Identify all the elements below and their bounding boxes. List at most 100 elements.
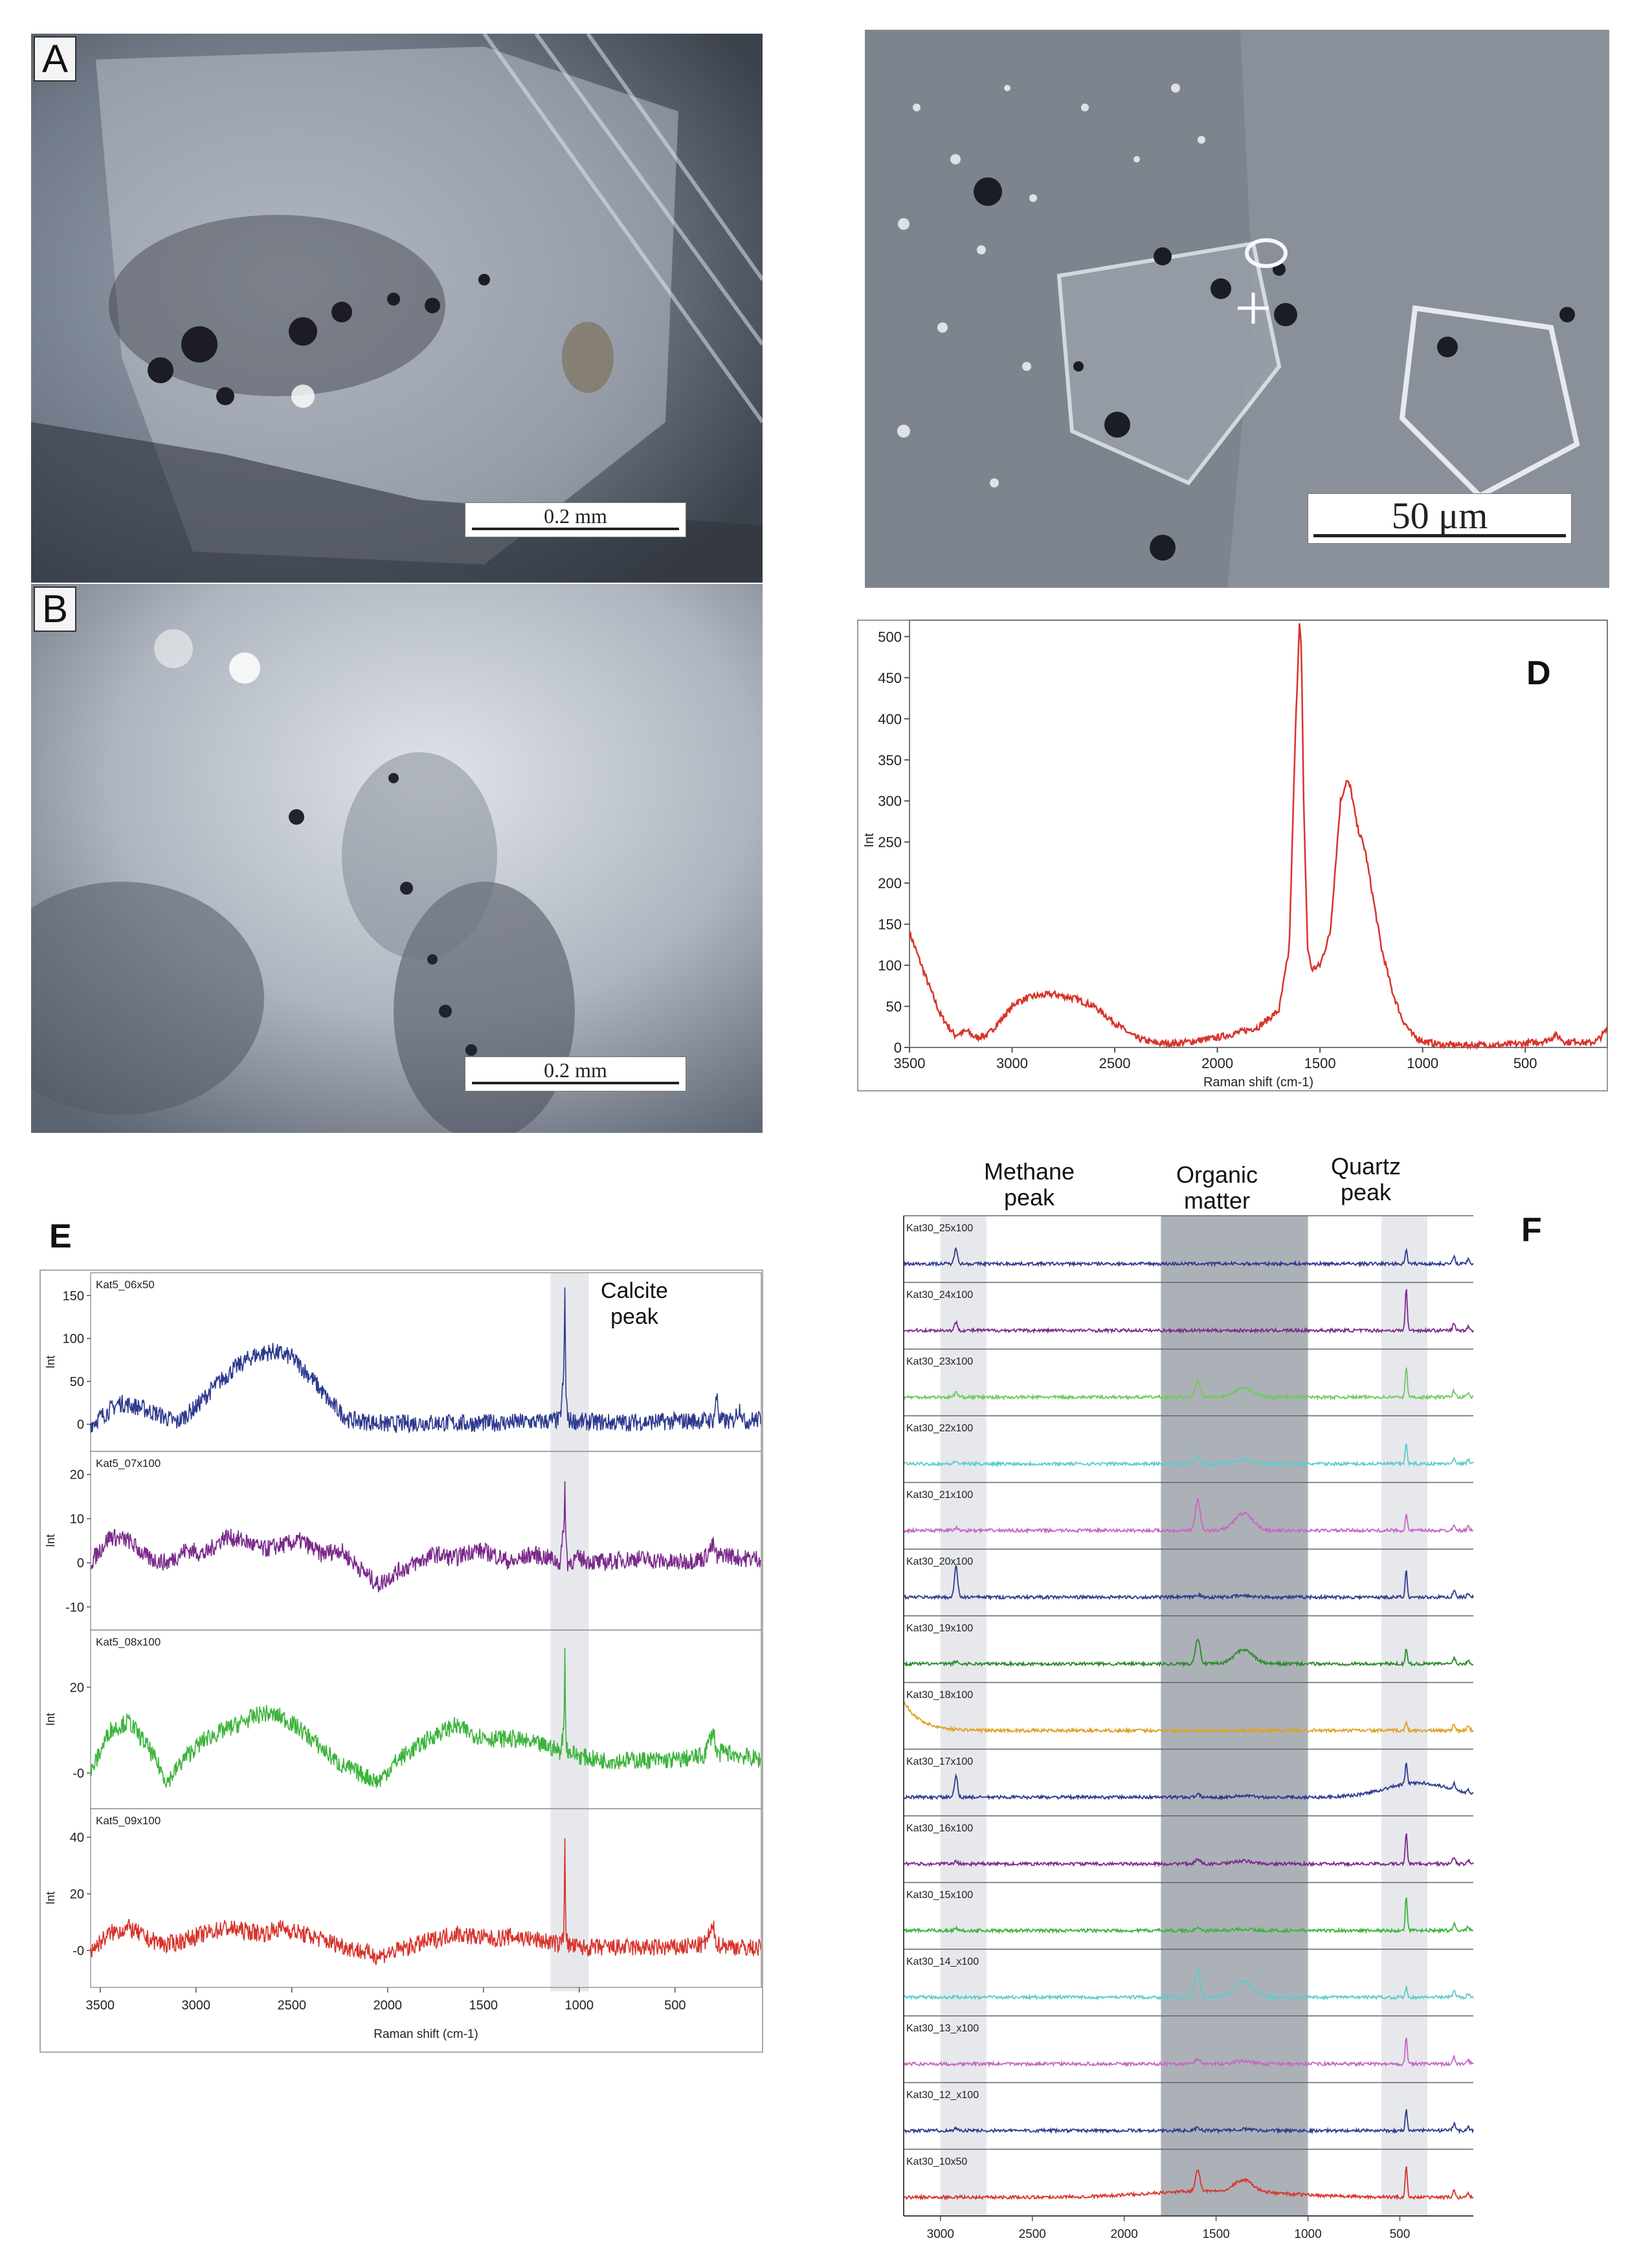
chart-d-svg: 0 50 100 150 200 250 300 350 400 450 500 3500 3000 25…	[857, 620, 1609, 1091]
annotation-methane-peak: Methane peak	[983, 1158, 1075, 1211]
chart-f-trace-line	[903, 1762, 1474, 1801]
panel-label-d: D	[1526, 654, 1551, 692]
chart-e-series-line	[90, 1481, 762, 1593]
chart-d-ytick-label: 500	[878, 629, 902, 645]
scale-label-a: 0.2 mm	[544, 504, 607, 528]
chart-d-ytick-label: 250	[878, 834, 902, 851]
chart-e-ytick-label: 20	[70, 1468, 84, 1482]
chart-f-highlight-band	[940, 1216, 987, 2216]
chart-f-trace-line	[903, 1833, 1474, 1868]
chart-e-ytick-label: 50	[70, 1375, 84, 1389]
scale-line-a	[472, 528, 679, 530]
photo-panel-a	[31, 34, 763, 583]
chart-f-trace-name: Kat30_12_x100	[906, 2090, 979, 2101]
chart-d-ytick-label: 450	[878, 670, 902, 686]
chart-f-trace-line	[903, 1247, 1474, 1268]
chart-e-ytick-label: 100	[63, 1332, 84, 1347]
chart-e-subplot-name: Kat5_09x100	[96, 1815, 161, 1827]
chart-e-subplot-name: Kat5_08x100	[96, 1636, 161, 1648]
chart-f-trace-line	[903, 1638, 1474, 1668]
chart-f-trace-line	[903, 1897, 1474, 1934]
scale-bar-c: 50 μm	[1308, 493, 1572, 544]
chart-f-trace-line	[903, 1563, 1474, 1601]
chart-f-highlight-band	[1161, 1216, 1308, 2216]
chart-f: Kat30_25x100 Kat30_24x100 Kat30_23x100 Kat3…	[867, 1204, 1631, 2241]
chart-e-ytick-label: 20	[70, 1887, 84, 1901]
chart-e-ytick-label: -10	[65, 1600, 84, 1615]
chart-f-svg: Kat30_25x100 Kat30_24x100 Kat30_23x100 Kat3…	[903, 1215, 1474, 2241]
chart-f-trace-name: Kat30_20x100	[906, 1556, 973, 1567]
chart-d-frame	[857, 620, 1608, 1091]
chart-d-xtick-label: 500	[1513, 1055, 1537, 1071]
panel-label-a: A	[34, 36, 76, 82]
chart-e-frame	[39, 1269, 763, 2053]
chart-d-xtick-label: 3500	[894, 1055, 926, 1071]
chart-f-trace-line	[903, 2109, 1474, 2135]
micrograph-a	[31, 34, 763, 583]
chart-d-ytick-label: 100	[878, 957, 902, 974]
annotation-calcite-peak: Calcite peak	[601, 1279, 668, 1329]
chart-f-trace-name: Kat30_13_x100	[906, 2023, 979, 2034]
chart-e-subplot-name: Kat5_07x100	[96, 1457, 161, 1470]
chart-f-xtick-label: 3000	[927, 2228, 954, 2241]
panel-label-e: E	[49, 1218, 72, 1255]
chart-f-trace-line	[903, 1443, 1474, 1468]
chart-f-trace-line	[903, 1967, 1474, 2001]
chart-f-trace-line	[903, 1289, 1474, 1334]
chart-d-ytick-label: 0	[894, 1040, 902, 1056]
chart-f-xtick-label: 2000	[1111, 2228, 1138, 2241]
chart-f-trace-name: Kat30_25x100	[906, 1223, 973, 1234]
chart-f-highlight-band	[1381, 1216, 1428, 2216]
chart-e-xlabel: Raman shift (cm-1)	[374, 2028, 478, 2041]
chart-f-xtick-label: 500	[1390, 2228, 1411, 2241]
chart-f-xtick-label: 2500	[1019, 2228, 1046, 2241]
chart-e-series-line	[90, 1648, 762, 1789]
scale-line-c	[1313, 534, 1566, 537]
chart-d-xtick-label: 2000	[1201, 1055, 1233, 1071]
chart-f-trace-line	[903, 2166, 1474, 2201]
chart-e-ylabel: Int	[44, 1892, 57, 1905]
chart-d-xtick-label: 1000	[1407, 1055, 1438, 1071]
chart-f-xtick-label: 1500	[1202, 2228, 1229, 2241]
chart-e-svg: 0 50 100 150 Kat5_06x50 Int -10 0 10 20 Kat5_07x10…	[39, 1269, 763, 2053]
chart-e-xtick-label: 3000	[182, 1998, 211, 2013]
chart-d-xtick-label: 3000	[996, 1055, 1028, 1071]
annotation-quartz-peak: Quartz peak	[1330, 1153, 1401, 1205]
scale-label-c: 50 μm	[1391, 495, 1488, 537]
chart-d-ylabel: Int	[862, 833, 876, 847]
chart-f-trace-name: Kat30_15x100	[906, 1890, 973, 1901]
chart-e-xtick-label: 2000	[374, 1998, 403, 2013]
chart-e-ytick-label: 10	[70, 1512, 84, 1526]
chart-e-ytick-label: 40	[70, 1831, 84, 1845]
chart-f-trace-name: Kat30_16x100	[906, 1823, 973, 1834]
chart-d-ytick-label: 150	[878, 917, 902, 933]
chart-e-xtick-label: 3500	[86, 1998, 115, 2013]
panel-label-f: F	[1521, 1211, 1542, 1249]
chart-d-series-line	[908, 623, 1609, 1051]
chart-d-ytick-label: 300	[878, 793, 902, 809]
chart-d-ytick-label: 400	[878, 711, 902, 727]
chart-f-trace-line	[903, 1367, 1474, 1402]
scale-bar-a: 0.2 mm	[465, 502, 686, 537]
chart-e-ylabel: Int	[44, 1356, 57, 1369]
chart-d: 0 50 100 150 200 250 300 350 400 450 500 3500 3000 25…	[857, 620, 1609, 1093]
micrograph-c	[865, 30, 1609, 588]
chart-f-trace-name: Kat30_18x100	[906, 1690, 973, 1701]
crosshair-icon	[1238, 293, 1269, 324]
chart-d-xtick-label: 2500	[1099, 1055, 1131, 1071]
photo-panel-b	[31, 584, 763, 1133]
photo-panel-c	[865, 30, 1609, 588]
scale-label-b: 0.2 mm	[544, 1058, 607, 1082]
chart-e-ytick-label: 0	[77, 1556, 84, 1571]
chart-e-ylabel: Int	[44, 1713, 57, 1726]
chart-d-ytick-label: 200	[878, 875, 902, 891]
chart-e-ytick-label: 0	[77, 1418, 84, 1432]
scale-line-b	[472, 1082, 679, 1084]
chart-d-xlabel: Raman shift (cm-1)	[1203, 1075, 1313, 1090]
chart-e-series-line	[90, 1287, 762, 1434]
chart-f-trace-name: Kat30_14_x100	[906, 1956, 979, 1967]
chart-f-trace-name: Kat30_24x100	[906, 1290, 973, 1301]
chart-e-ytick-label: 20	[70, 1681, 84, 1695]
chart-d-ytick-label: 350	[878, 752, 902, 768]
chart-e-series-line	[90, 1838, 762, 1965]
